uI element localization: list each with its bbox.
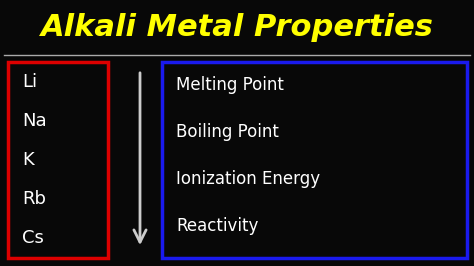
Text: Cs: Cs [22, 229, 44, 247]
Text: Alkali Metal Properties: Alkali Metal Properties [41, 14, 433, 43]
Text: Rb: Rb [22, 190, 46, 208]
Text: Ionization Energy: Ionization Energy [176, 170, 320, 188]
Text: K: K [22, 151, 34, 169]
Bar [162, 62, 467, 258]
Text: Melting Point: Melting Point [176, 76, 284, 94]
Text: Reactivity: Reactivity [176, 217, 258, 235]
Bar [8, 62, 108, 258]
Text: Na: Na [22, 112, 46, 130]
Text: Li: Li [22, 73, 37, 91]
Text: Boiling Point: Boiling Point [176, 123, 279, 141]
